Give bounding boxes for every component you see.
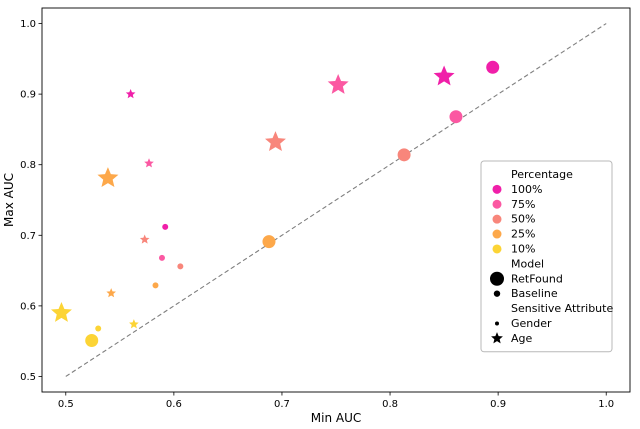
legend-marker-circle-10pct: [492, 244, 502, 254]
point-25pct-baseline-age: [106, 288, 116, 298]
point-10pct-retfound-gender: [85, 333, 99, 347]
legend-section-title-sensitive-attribute: Sensitive Attribute: [511, 302, 613, 315]
legend-item-label-75pct: 75%: [511, 198, 535, 211]
y-tick-label: 1.0: [20, 19, 36, 30]
point-75pct-baseline-age: [144, 158, 154, 168]
point-75pct-retfound-gender: [449, 110, 463, 124]
point-50pct-retfound-age: [265, 131, 286, 152]
legend-marker-circle-gender: [495, 321, 499, 326]
point-10pct-retfound-age: [50, 301, 72, 322]
legend-item-label-gender: Gender: [511, 317, 552, 330]
x-tick-label: 0.6: [166, 399, 182, 410]
point-100pct-retfound-gender: [486, 60, 500, 74]
legend-marker-circle-baseline: [493, 290, 501, 297]
x-tick-label: 0.7: [274, 399, 290, 410]
point-25pct-baseline-gender: [152, 282, 159, 289]
point-100pct-baseline-age: [125, 89, 136, 99]
legend-section-title-model: Model: [511, 257, 544, 270]
legend-item-label-100pct: 100%: [511, 183, 542, 196]
legend-marker-star-age: [491, 332, 503, 344]
y-tick-label: 0.5: [20, 372, 36, 383]
point-25pct-retfound-gender: [262, 235, 276, 249]
point-25pct-retfound-age: [97, 167, 119, 188]
point-10pct-baseline-gender: [95, 325, 102, 332]
legend-marker-circle-100pct: [492, 184, 502, 194]
legend-item-label-25pct: 25%: [511, 228, 535, 241]
x-tick-label: 1.0: [598, 399, 614, 410]
legend-item-label-baseline: Baseline: [511, 287, 558, 300]
legend-marker-circle-retfound: [490, 271, 504, 286]
legend-item-label-50pct: 50%: [511, 213, 535, 226]
point-50pct-baseline-age: [139, 234, 150, 244]
legend-item-label-age: Age: [511, 332, 533, 345]
y-tick-label: 0.7: [20, 231, 36, 242]
point-75pct-baseline-gender: [158, 254, 165, 261]
y-tick-label: 0.6: [20, 301, 36, 312]
point-10pct-baseline-age: [129, 319, 139, 329]
legend-marker-circle-50pct: [492, 214, 502, 224]
legend-marker-circle-75pct: [492, 199, 502, 209]
legend-item-label-10pct: 10%: [511, 242, 535, 255]
x-tick-label: 0.8: [382, 399, 398, 410]
legend-marker-circle-25pct: [492, 229, 502, 239]
legend-section-title-percentage: Percentage: [511, 168, 573, 181]
legend-box: [480, 160, 613, 353]
point-50pct-retfound-gender: [397, 148, 411, 162]
y-axis-label: Max AUC: [2, 173, 16, 227]
point-75pct-retfound-age: [327, 73, 349, 94]
x-tick-label: 0.5: [58, 399, 74, 410]
point-100pct-baseline-gender: [162, 223, 169, 230]
x-tick-label: 0.9: [490, 399, 506, 410]
legend-item-label-retfound: RetFound: [511, 272, 563, 285]
point-50pct-baseline-gender: [177, 263, 184, 270]
x-axis-label: Min AUC: [311, 411, 361, 425]
y-tick-label: 0.9: [20, 90, 36, 101]
point-100pct-retfound-age: [433, 65, 455, 86]
y-tick-label: 0.8: [20, 160, 36, 171]
identity-reference-line: [65, 23, 607, 377]
